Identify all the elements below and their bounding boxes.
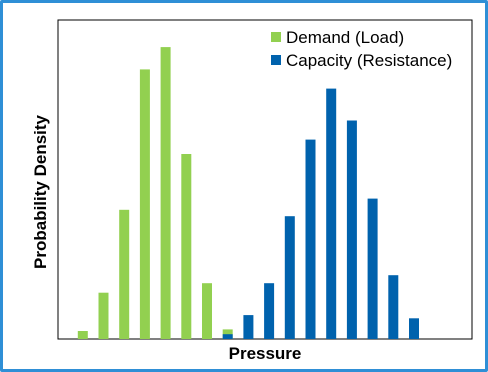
legend-swatch-demand <box>271 32 281 42</box>
legend-label-capacity: Capacity (Resistance) <box>286 51 452 70</box>
demand-bar-4 <box>139 69 150 340</box>
capacity-bar-5 <box>305 139 316 339</box>
bars-group <box>77 47 419 340</box>
legend-label-demand: Demand (Load) <box>286 28 404 47</box>
legend: Demand (Load) Capacity (Resistance) <box>271 28 452 70</box>
capacity-bar-1 <box>222 334 233 339</box>
capacity-bar-2 <box>243 315 254 339</box>
capacity-bar-3 <box>264 283 275 339</box>
capacity-bar-10 <box>409 318 419 339</box>
y-axis-label: Probability Density <box>31 114 50 269</box>
capacity-bar-8 <box>367 198 378 339</box>
capacity-bar-7 <box>346 120 357 339</box>
demand-bar-6 <box>181 154 192 339</box>
x-axis-label: Pressure <box>229 344 302 363</box>
legend-swatch-capacity <box>271 55 281 65</box>
demand-bar-7 <box>202 283 212 339</box>
demand-bar-5 <box>160 47 171 339</box>
capacity-bar-4 <box>284 216 295 339</box>
demand-bar-3 <box>119 209 130 339</box>
demand-bar-1 <box>77 331 88 339</box>
capacity-bar-6 <box>326 88 337 339</box>
capacity-bar-9 <box>388 275 399 339</box>
demand-bar-2 <box>98 292 109 339</box>
